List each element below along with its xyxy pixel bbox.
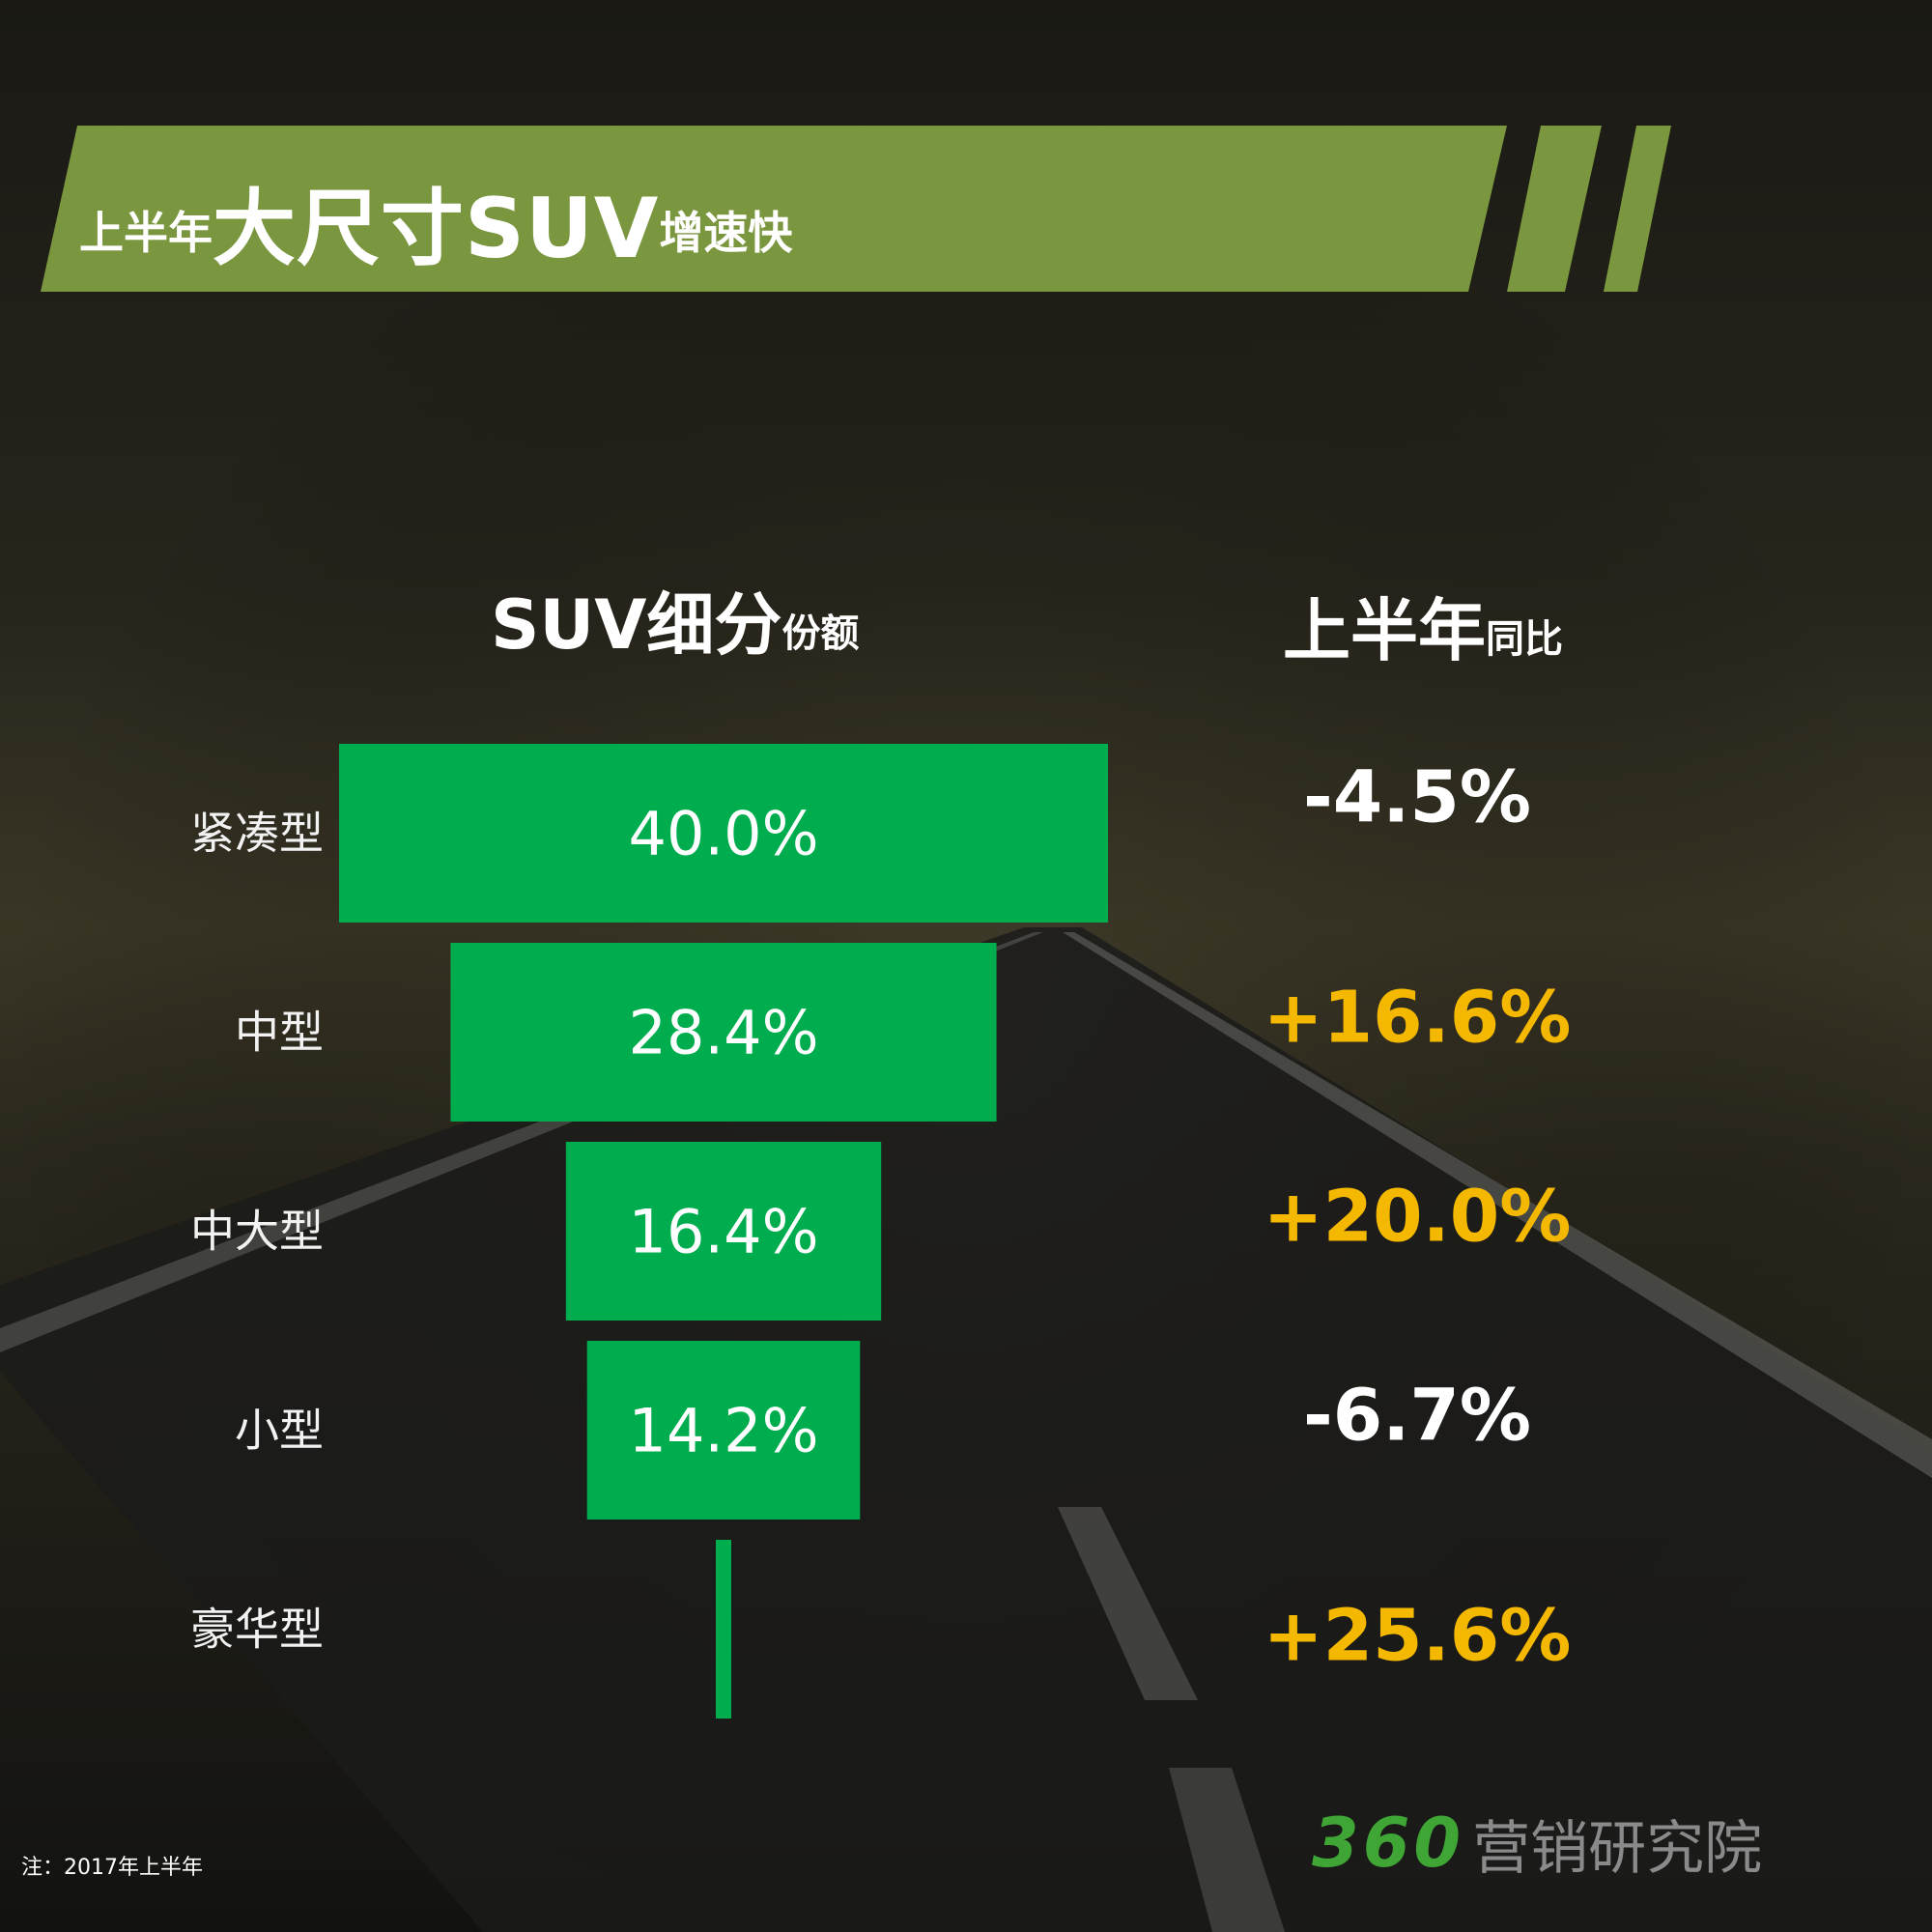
yoy-value-label: -4.5% xyxy=(1303,756,1531,839)
yoy-value-label: -6.7% xyxy=(1303,1375,1531,1458)
yoy-value-label: +25.6% xyxy=(1264,1595,1572,1678)
brand-logo: 360 营销研究院 xyxy=(1312,1804,1762,1883)
banner-bar xyxy=(41,126,1507,292)
share-header-sub: 份额 xyxy=(781,611,860,656)
logo-name: 营销研究院 xyxy=(1472,1814,1763,1883)
funnel-bar xyxy=(450,943,997,1122)
logo-number: 360 xyxy=(1312,1804,1465,1883)
yoy-column-header: 上半年 同比 xyxy=(1283,597,1563,665)
funnel-bar xyxy=(716,1540,731,1719)
yoy-value-label: +16.6% xyxy=(1264,977,1572,1060)
funnel-bar xyxy=(565,1142,882,1321)
footnote: 注：2017年上半年 xyxy=(21,1856,203,1880)
yoy-value-label: +20.0% xyxy=(1264,1176,1572,1259)
title-highlight: 大尺寸SUV xyxy=(213,181,660,277)
page-title: 上半年 大尺寸SUV 增速快 xyxy=(79,164,792,270)
category-label: 紧凑型 xyxy=(190,808,324,860)
yoy-header-main: 上半年 xyxy=(1283,591,1486,670)
title-banner xyxy=(41,126,1671,292)
yoy-header-sub: 同比 xyxy=(1486,617,1563,662)
banner-stripe-1 xyxy=(1507,126,1602,292)
title-prefix: 上半年 xyxy=(79,207,213,259)
category-label: 中型 xyxy=(235,1007,324,1059)
bar-value-label: 14.2% xyxy=(629,1396,819,1466)
bar-value-label: 40.0% xyxy=(629,799,819,869)
funnel-bar xyxy=(586,1341,861,1520)
title-suffix: 增速快 xyxy=(659,207,793,259)
banner-stripe-2 xyxy=(1604,126,1671,292)
funnel-bar xyxy=(339,744,1108,923)
share-header-main: SUV细分 xyxy=(491,585,782,665)
bar-value-label: 16.4% xyxy=(629,1197,819,1267)
bar-value-label: 28.4% xyxy=(629,998,819,1068)
category-label: 小型 xyxy=(235,1405,324,1457)
category-label: 豪华型 xyxy=(190,1604,324,1656)
share-column-header: SUV细分 份额 xyxy=(491,591,859,659)
category-label: 中大型 xyxy=(190,1206,324,1258)
